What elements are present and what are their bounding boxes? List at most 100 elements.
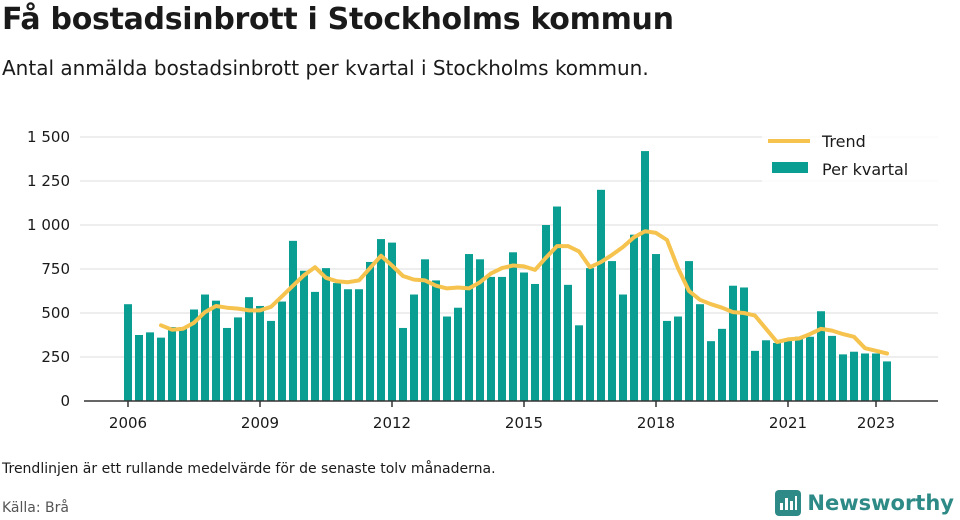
bar [223,327,231,401]
bar [597,189,605,401]
bar [641,151,649,401]
bar [278,301,286,401]
bar [685,261,693,401]
bar [135,335,143,401]
bar [344,289,352,401]
bar [586,268,594,401]
bar [850,351,858,401]
bar [190,309,198,401]
bar [520,272,528,401]
bar [608,261,616,401]
bar [355,289,363,401]
bar [509,252,517,401]
bar [828,335,836,401]
bar [201,294,209,401]
bar [234,317,242,401]
bar-series [124,151,891,401]
bar [256,305,264,401]
bar [861,353,869,401]
x-tick-label: 2023 [857,414,895,432]
bar [476,259,484,401]
bar [399,327,407,401]
bar [718,328,726,401]
bar [762,340,770,401]
bar [157,337,165,401]
y-tick-label: 750 [41,260,70,278]
bar [872,353,880,401]
bar [267,320,275,401]
y-tick-label: 250 [41,348,70,366]
bar [432,280,440,401]
bar [696,304,704,401]
bar [322,268,330,401]
bar [410,294,418,401]
bar [498,276,506,401]
trend-line [159,229,889,356]
bar [311,291,319,401]
brand-name: Newsworthy [807,491,954,515]
bar [575,325,583,401]
bar [388,242,396,401]
y-tick-label: 500 [41,304,70,322]
x-tick-label: 2021 [769,414,807,432]
bar [553,206,561,401]
bar [663,320,671,401]
x-tick-label: 2012 [373,414,411,432]
bar [366,261,374,401]
y-axis-ticks: 0 250 500 750 1 000 1 250 1 500 [27,128,70,410]
bar [146,332,154,401]
x-tick-label: 2018 [637,414,675,432]
y-tick-label: 1 500 [27,128,70,146]
bar [619,294,627,401]
bar [729,285,737,401]
bar [168,327,176,401]
bar [883,361,891,401]
bar [795,336,803,401]
chart-subtitle: Antal anmälda bostadsinbrott per kvartal… [2,56,649,80]
bar [333,283,341,401]
bar [212,300,220,401]
bar [707,341,715,401]
x-tick-label: 2006 [109,414,147,432]
bar [674,316,682,401]
bar [487,276,495,401]
legend-label-trend: Trend [821,132,866,151]
bar [289,240,297,401]
bar [817,311,825,401]
bar [542,225,550,401]
bar [784,339,792,401]
legend: Trend Per kvartal [762,128,940,182]
x-tick-label: 2015 [505,414,543,432]
bar [465,254,473,401]
bar [245,297,253,401]
bar [531,283,539,401]
brand-logo[interactable]: Newsworthy [775,488,954,518]
footnote: Trendlinjen är ett rullande medelvärde f… [2,461,496,477]
x-tick-label: 2009 [241,414,279,432]
legend-bar-swatch [772,162,808,173]
bar [377,239,385,401]
y-tick-label: 1 000 [27,216,70,234]
bar [179,327,187,401]
y-tick-label: 0 [60,392,70,410]
x-axis-ticks: 2006 2009 2012 2015 2018 2021 2023 [109,401,895,432]
bar [564,284,572,401]
bar [740,287,748,401]
source-credit: Källa: Brå [2,500,69,516]
bar [773,342,781,401]
bar [839,354,847,401]
bar [806,336,814,401]
bar [124,304,132,401]
bar [300,270,308,401]
bar [443,316,451,401]
newsworthy-icon [775,490,802,516]
bar [630,234,638,401]
bar [454,307,462,401]
chart-title: Få bostadsinbrott i Stockholms kommun [2,2,674,37]
bar [652,254,660,401]
bar [421,259,429,401]
y-tick-label: 1 250 [27,172,70,190]
legend-label-per-kvartal: Per kvartal [822,160,908,179]
bar [751,350,759,401]
